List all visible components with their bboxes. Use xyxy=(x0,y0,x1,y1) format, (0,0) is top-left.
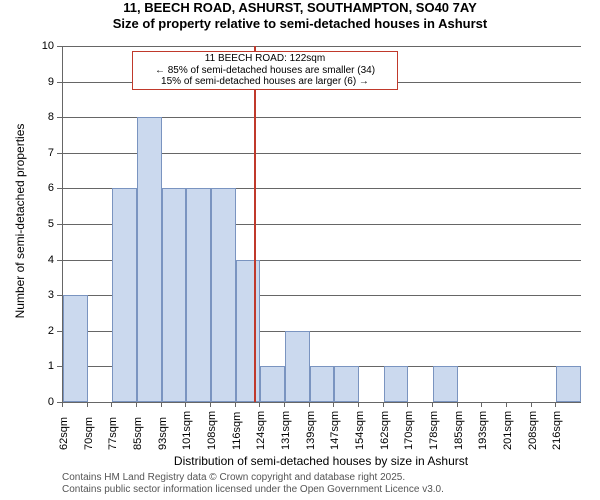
x-tick xyxy=(481,402,482,407)
x-tick-label: 70sqm xyxy=(83,417,95,450)
x-tick-label: 124sqm xyxy=(255,411,267,450)
x-tick-label: 154sqm xyxy=(354,411,366,450)
y-tick xyxy=(57,82,62,83)
y-axis-label: Number of semi-detached properties xyxy=(13,71,27,371)
x-tick-label: 193sqm xyxy=(477,411,489,450)
y-tick xyxy=(57,153,62,154)
x-tick-label: 201sqm xyxy=(502,411,514,450)
plot-area xyxy=(62,46,581,403)
y-tick-label: 4 xyxy=(34,254,54,266)
x-tick-label: 101sqm xyxy=(181,411,193,450)
histogram-bar xyxy=(186,188,211,402)
x-tick-label: 93sqm xyxy=(157,417,169,450)
gridline xyxy=(63,46,581,47)
histogram-bar xyxy=(433,366,458,402)
x-tick xyxy=(136,402,137,407)
histogram-bar xyxy=(162,188,187,402)
x-tick xyxy=(555,402,556,407)
x-tick-label: 208sqm xyxy=(527,411,539,450)
x-axis-label: Distribution of semi-detached houses by … xyxy=(62,454,580,468)
y-tick xyxy=(57,188,62,189)
x-tick-label: 162sqm xyxy=(379,411,391,450)
x-tick-label: 116sqm xyxy=(231,412,243,450)
x-tick-label: 131sqm xyxy=(280,411,292,450)
x-tick-label: 62sqm xyxy=(58,417,70,450)
x-tick xyxy=(185,402,186,407)
callout-box: 11 BEECH ROAD: 122sqm← 85% of semi-detac… xyxy=(132,51,398,90)
histogram-bar xyxy=(137,117,162,402)
y-tick-label: 0 xyxy=(34,396,54,408)
histogram-bar xyxy=(63,295,88,402)
y-tick-label: 6 xyxy=(34,182,54,194)
x-tick-label: 108sqm xyxy=(206,411,218,450)
x-tick xyxy=(358,402,359,407)
title-line-2: Size of property relative to semi-detach… xyxy=(0,16,600,32)
y-tick-label: 1 xyxy=(34,360,54,372)
x-tick xyxy=(457,402,458,407)
x-tick xyxy=(383,402,384,407)
y-tick-label: 8 xyxy=(34,111,54,123)
x-tick xyxy=(235,402,236,407)
x-tick xyxy=(432,402,433,407)
y-tick xyxy=(57,117,62,118)
histogram-bar xyxy=(334,366,359,402)
y-tick-label: 5 xyxy=(34,218,54,230)
x-tick xyxy=(407,402,408,407)
chart-container: 11, BEECH ROAD, ASHURST, SOUTHAMPTON, SO… xyxy=(0,0,600,500)
histogram-bar xyxy=(260,366,285,402)
x-tick-label: 85sqm xyxy=(132,417,144,450)
chart-title: 11, BEECH ROAD, ASHURST, SOUTHAMPTON, SO… xyxy=(0,0,600,33)
x-tick-label: 178sqm xyxy=(428,411,440,450)
footer-line-2: Contains public sector information licen… xyxy=(62,484,444,496)
x-tick xyxy=(161,402,162,407)
y-tick-label: 7 xyxy=(34,147,54,159)
footer-attribution: Contains HM Land Registry data © Crown c… xyxy=(62,472,444,496)
y-tick xyxy=(57,331,62,332)
x-tick-label: 216sqm xyxy=(551,411,563,450)
x-tick xyxy=(333,402,334,407)
y-tick-label: 10 xyxy=(34,40,54,52)
x-tick xyxy=(210,402,211,407)
x-tick xyxy=(531,402,532,407)
x-tick-label: 77sqm xyxy=(107,417,119,450)
y-tick-label: 9 xyxy=(34,76,54,88)
histogram-bar xyxy=(384,366,409,402)
y-tick-label: 2 xyxy=(34,325,54,337)
callout-line-2: ← 85% of semi-detached houses are smalle… xyxy=(135,65,395,77)
callout-line-1: 11 BEECH ROAD: 122sqm xyxy=(135,53,395,65)
callout-line-3: 15% of semi-detached houses are larger (… xyxy=(135,76,395,88)
footer-line-1: Contains HM Land Registry data © Crown c… xyxy=(62,472,444,484)
title-line-1: 11, BEECH ROAD, ASHURST, SOUTHAMPTON, SO… xyxy=(0,0,600,16)
histogram-bar xyxy=(236,260,261,402)
y-tick xyxy=(57,224,62,225)
x-tick-label: 139sqm xyxy=(305,411,317,450)
reference-line xyxy=(254,46,256,402)
y-tick xyxy=(57,295,62,296)
histogram-bar xyxy=(211,188,236,402)
y-tick xyxy=(57,46,62,47)
x-tick xyxy=(87,402,88,407)
y-tick-label: 3 xyxy=(34,289,54,301)
x-tick-label: 170sqm xyxy=(403,411,415,450)
x-tick xyxy=(111,402,112,407)
x-tick xyxy=(62,402,63,407)
histogram-bar xyxy=(556,366,581,402)
x-tick-label: 185sqm xyxy=(453,411,465,450)
histogram-bar xyxy=(112,188,137,402)
x-tick xyxy=(259,402,260,407)
x-tick xyxy=(309,402,310,407)
y-tick xyxy=(57,260,62,261)
x-tick xyxy=(284,402,285,407)
histogram-bar xyxy=(310,366,335,402)
x-tick-label: 147sqm xyxy=(329,411,341,450)
x-tick xyxy=(506,402,507,407)
histogram-bar xyxy=(285,331,310,402)
y-tick xyxy=(57,366,62,367)
